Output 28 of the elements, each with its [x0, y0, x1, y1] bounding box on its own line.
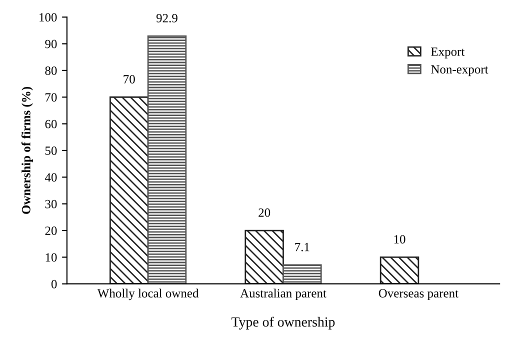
- y-tick-label: 40: [44, 173, 57, 182]
- data-label: 7.1: [295, 242, 310, 252]
- y-tick-label: 30: [45, 200, 57, 208]
- bar: [244, 230, 284, 284]
- y-tick-label: 50: [45, 146, 57, 155]
- legend-label: Export: [431, 48, 465, 58]
- x-tick-label: Wholly local owned: [97, 288, 199, 300]
- y-axis-title: Ownership of firms (%): [21, 86, 33, 214]
- y-tick-label: 10: [46, 253, 57, 262]
- bar: [380, 256, 420, 284]
- legend-label: Non-export: [431, 65, 488, 76]
- y-tick-label: 20: [45, 226, 57, 235]
- y-tick-label: 70: [46, 93, 57, 102]
- x-tick-label: Overseas parent: [378, 289, 458, 300]
- bar: [110, 96, 149, 284]
- data-label: 70: [124, 75, 135, 84]
- data-label: 92.9: [156, 14, 178, 22]
- y-tick-label: 0: [51, 280, 57, 288]
- y-tick-label: 100: [40, 13, 57, 22]
- data-label: 20: [258, 208, 270, 217]
- y-tick-label: 60: [45, 120, 57, 128]
- data-label: 10: [394, 235, 406, 244]
- x-axis-title: Type of ownership: [232, 316, 335, 330]
- y-tick-label: 80: [45, 66, 57, 75]
- y-tick-label: 90: [45, 40, 57, 48]
- bar: [147, 35, 187, 284]
- bar: [282, 264, 322, 284]
- x-tick-label: Australian parent: [240, 288, 326, 300]
